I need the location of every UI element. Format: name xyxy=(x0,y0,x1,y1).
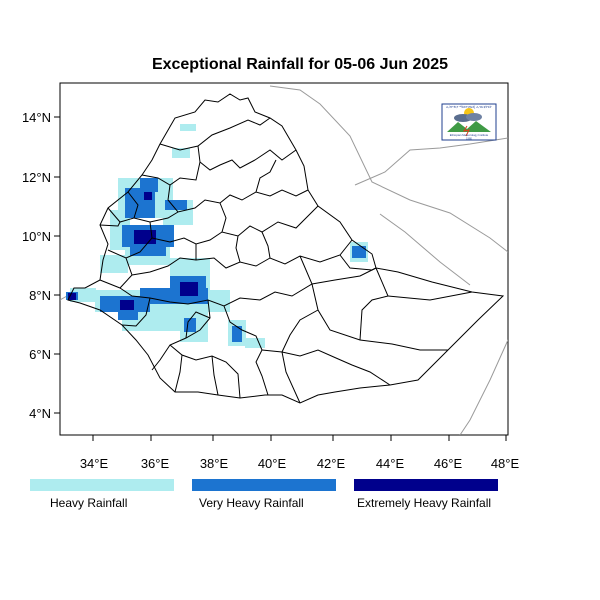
lon-tick-label: 36°E xyxy=(141,456,170,471)
legend-swatch-very-heavy xyxy=(192,479,336,491)
lon-tick-label: 44°E xyxy=(376,456,405,471)
map-title: Exceptional Rainfall for 05-06 Jun 2025 xyxy=(151,56,449,73)
lon-tick-label: 38°E xyxy=(200,456,229,471)
lon-tick-label: 40°E xyxy=(258,456,287,471)
logo-bottom-text: Ethiopian Meteorology Institute xyxy=(450,133,489,137)
lat-tick-label: 4°N xyxy=(29,406,51,421)
lat-axis xyxy=(54,116,60,414)
legend-label-heavy: Heavy Rainfall xyxy=(50,496,128,510)
lat-tick-label: 12°N xyxy=(22,170,51,185)
lon-tick-label: 48°E xyxy=(491,456,520,471)
lon-tick-label: 42°E xyxy=(317,456,346,471)
region-boundaries xyxy=(99,117,473,404)
meteorology-institute-logo: ኢትዮጵያ ሜቴዎሮሎጂ ኢንስቲትዩት Ethiopian Meteorolo… xyxy=(441,103,497,141)
mountain-icon xyxy=(447,121,491,132)
neighbor-borders xyxy=(60,85,508,435)
lon-axis xyxy=(92,435,507,441)
lat-tick-labels: 14°N 12°N 10°N 8°N 6°N 4°N xyxy=(22,110,51,421)
lat-tick-label: 6°N xyxy=(29,347,51,362)
logo-year: 1980 xyxy=(466,137,472,141)
lat-tick-label: 10°N xyxy=(22,229,51,244)
logo-top-text: ኢትዮጵያ ሜቴዎሮሎጂ ኢንስቲትዩት xyxy=(446,105,492,109)
lightning-icon xyxy=(462,125,470,137)
lat-tick-label: 8°N xyxy=(29,288,51,303)
legend-swatch-heavy xyxy=(30,479,174,491)
legend-label-very-heavy: Very Heavy Rainfall xyxy=(199,496,304,510)
legend-swatch-extreme xyxy=(354,479,498,491)
lon-tick-labels: 34°E 36°E 38°E 40°E 42°E 44°E 46°E 48°E xyxy=(80,456,520,471)
lon-tick-label: 46°E xyxy=(434,456,463,471)
lon-tick-label: 34°E xyxy=(80,456,109,471)
legend-label-extreme: Extremely Heavy Rainfall xyxy=(357,496,492,510)
lat-tick-label: 14°N xyxy=(22,110,51,125)
